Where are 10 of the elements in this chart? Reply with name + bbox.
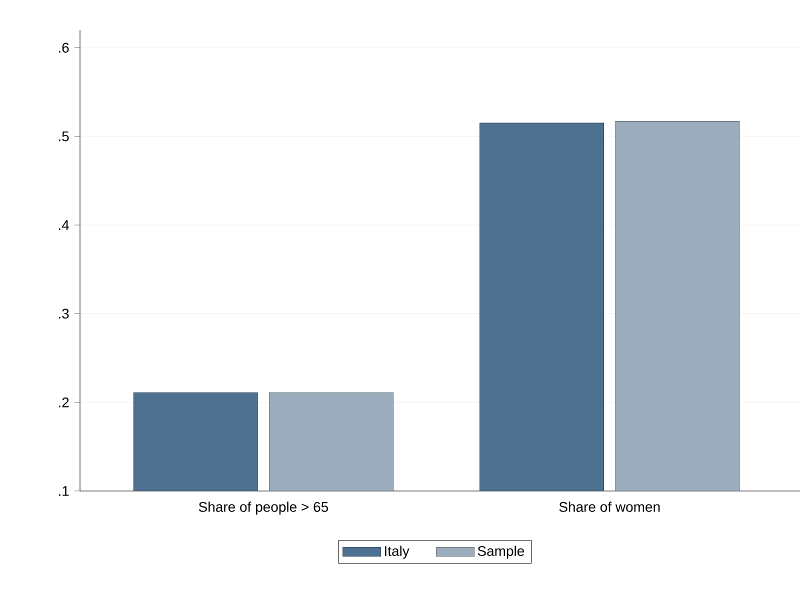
y-tick-label: .5 (58, 132, 69, 142)
y-tick-label: .3 (58, 308, 69, 319)
y-tick-label: .6 (58, 42, 69, 53)
x-tick-label: Share of women (559, 502, 660, 512)
x-tick-label: Share of people > 65 (198, 502, 328, 515)
legend-label: Italy (385, 546, 410, 559)
y-tick-label: .1 (58, 486, 69, 496)
y-tick-label: .4 (58, 220, 69, 230)
legend-label: Sample (478, 546, 524, 559)
y-tick-label: .2 (58, 397, 69, 408)
